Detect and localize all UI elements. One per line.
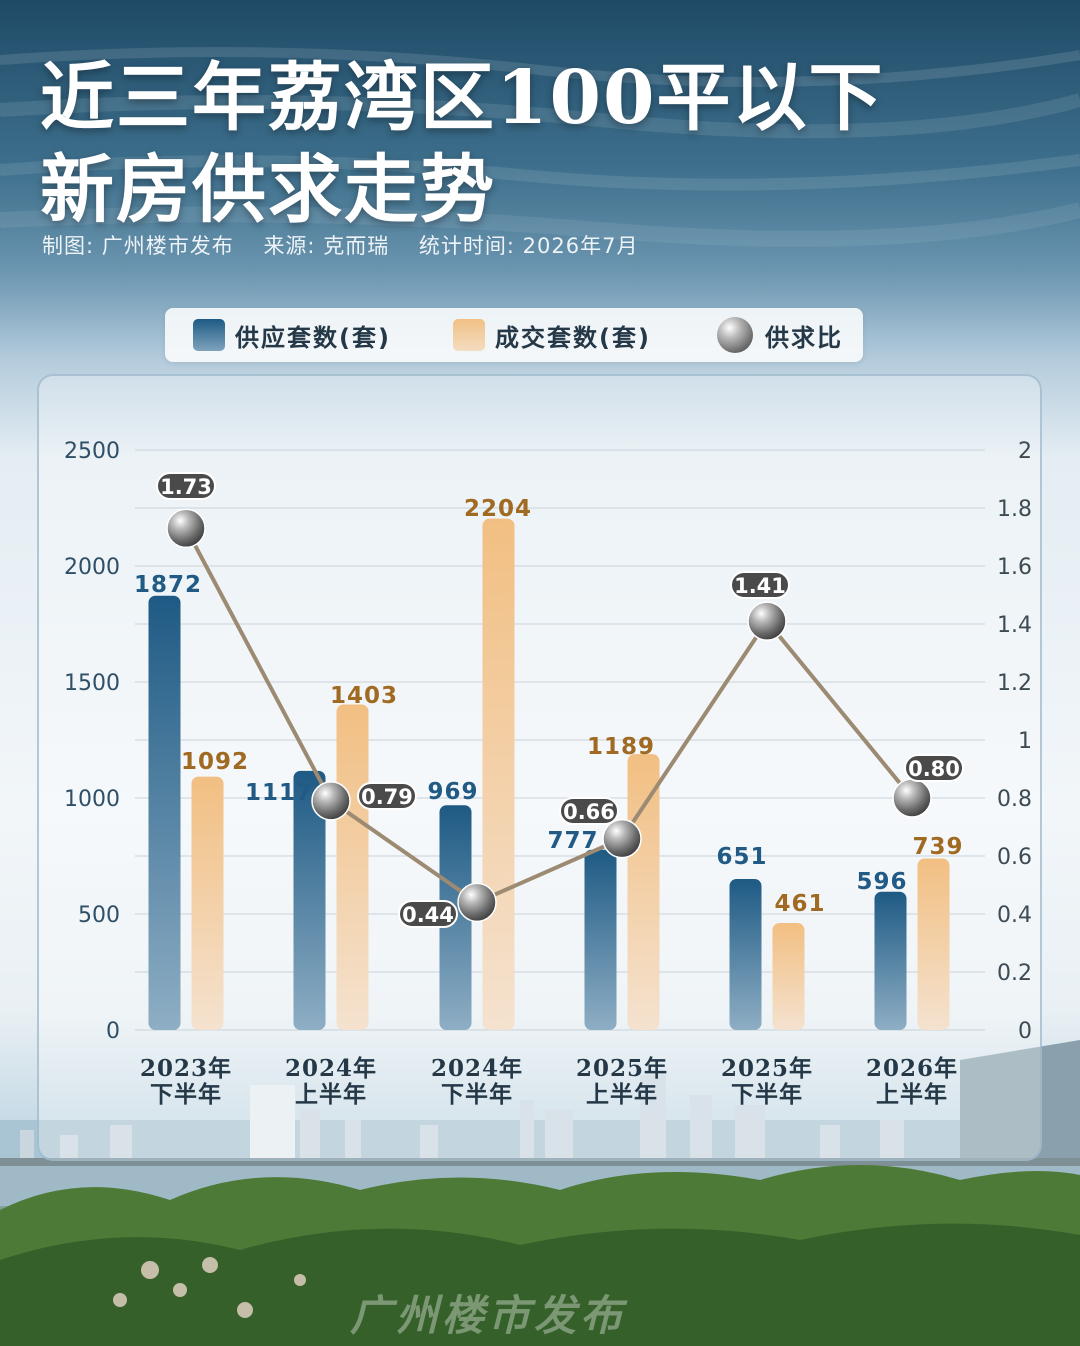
legend-swatch-sales [453, 319, 485, 351]
data-label-sales: 1189 [587, 734, 655, 760]
meta-source: 来源: 克而瑞 [263, 234, 390, 258]
y-right-tick-label: 0.8 [997, 787, 1032, 812]
x-category-label-half: 下半年 [731, 1081, 803, 1108]
x-category-label-year: 2026年 [866, 1055, 958, 1082]
ratio-point [311, 781, 351, 821]
ratio-data-label: 0.44 [402, 903, 454, 927]
x-category-label-year: 2025年 [576, 1055, 668, 1082]
page-title-line-2: 新房供求走势 [40, 147, 496, 233]
legend-item-supply: 供应套数(套) [193, 308, 391, 362]
data-label-sales: 1092 [181, 749, 249, 775]
ratio-label-badge [398, 900, 458, 928]
bar-supply [293, 770, 326, 1030]
data-label-sales: 1403 [330, 683, 398, 709]
y-right-tick-label: 0.6 [997, 845, 1032, 870]
y-left-tick-label: 1000 [64, 787, 120, 812]
data-label-sales: 461 [774, 891, 825, 917]
chart-legend: 供应套数(套) 成交套数(套) 供求比 [165, 308, 863, 362]
bar-supply [148, 595, 181, 1030]
bar-sales [772, 923, 805, 1030]
bar-sales [336, 704, 369, 1030]
data-label-sales: 2204 [464, 496, 532, 522]
meta-period: 统计时间: 2026年7月 [418, 234, 639, 258]
y-left-tick-label: 2000 [64, 555, 120, 580]
y-right-tick-label: 0 [1018, 1019, 1032, 1044]
x-category-label-half: 上半年 [876, 1081, 948, 1108]
bar-sales [482, 518, 515, 1030]
y-left-tick-label: 0 [106, 1019, 120, 1044]
ratio-data-label: 0.79 [361, 785, 413, 809]
x-category-label-half: 上半年 [586, 1081, 658, 1108]
y-right-tick-label: 1.6 [997, 555, 1032, 580]
legend-item-ratio: 供求比 [717, 308, 843, 362]
x-category-label-half: 下半年 [150, 1081, 222, 1108]
meta-maker: 制图: 广州楼市发布 [42, 234, 234, 258]
city-landscape-background [0, 1040, 1080, 1346]
data-label-sales: 739 [912, 834, 963, 860]
ratio-label-badge [730, 571, 790, 599]
meta-info: 制图: 广州楼市发布 来源: 克而瑞 统计时间: 2026年7月 [42, 230, 660, 260]
bar-sales [917, 858, 950, 1030]
ratio-data-label: 0.80 [908, 757, 960, 781]
ratio-data-label: 1.73 [160, 475, 212, 499]
y-right-tick-label: 0.4 [997, 903, 1032, 928]
bar-supply [584, 849, 617, 1030]
page-title-line-1: 近三年荔湾区100平以下 [40, 55, 885, 141]
y-left-tick-label: 1500 [64, 671, 120, 696]
watermark: 广州楼市发布 [350, 1291, 627, 1340]
legend-swatch-supply [193, 319, 225, 351]
x-category-label-year: 2025年 [721, 1055, 813, 1082]
y-right-tick-label: 2 [1018, 439, 1032, 464]
legend-label-supply: 供应套数(套) [235, 323, 391, 352]
ratio-point [892, 778, 932, 818]
data-label-supply: 651 [716, 844, 767, 870]
bar-sales [191, 776, 224, 1030]
x-category-label-year: 2024年 [431, 1055, 523, 1082]
ratio-label-badge [357, 782, 417, 810]
y-right-tick-label: 1.8 [997, 497, 1032, 522]
bar-supply [729, 878, 762, 1030]
legend-item-sales: 成交套数(套) [453, 308, 651, 362]
x-category-label-year: 2024年 [285, 1055, 377, 1082]
ratio-line [184, 527, 914, 905]
data-label-supply: 777 [547, 828, 598, 854]
ratio-label-badge [904, 754, 964, 782]
data-label-supply: 1872 [134, 572, 202, 598]
x-category-label-half: 下半年 [441, 1081, 513, 1108]
ratio-point [166, 508, 206, 549]
ratio-label-badge [156, 472, 216, 500]
y-right-tick-label: 1.4 [997, 613, 1032, 638]
ratio-data-label: 1.41 [734, 574, 786, 598]
y-left-tick-label: 500 [78, 903, 120, 928]
y-right-tick-label: 0.2 [997, 961, 1032, 986]
y-right-tick-label: 1.2 [997, 671, 1032, 696]
data-label-supply: 596 [856, 869, 907, 895]
bar-sales [627, 754, 660, 1030]
legend-label-ratio: 供求比 [765, 323, 843, 352]
ratio-label-badge [559, 797, 619, 825]
bar-supply [874, 891, 907, 1030]
ratio-point [602, 818, 642, 859]
y-left-tick-label: 2500 [64, 439, 120, 464]
x-category-label-half: 上半年 [295, 1081, 367, 1108]
data-label-supply: 969 [427, 779, 478, 805]
data-label-supply: 1117 [245, 780, 313, 806]
x-category-label-year: 2023年 [140, 1055, 232, 1082]
sky-background [0, 0, 1080, 330]
y-right-tick-label: 1 [1018, 729, 1032, 754]
ratio-point [747, 601, 787, 641]
legend-label-sales: 成交套数(套) [495, 323, 651, 352]
ratio-point [457, 882, 497, 923]
ratio-data-label: 0.66 [563, 800, 615, 824]
legend-ball-icon [717, 317, 753, 353]
